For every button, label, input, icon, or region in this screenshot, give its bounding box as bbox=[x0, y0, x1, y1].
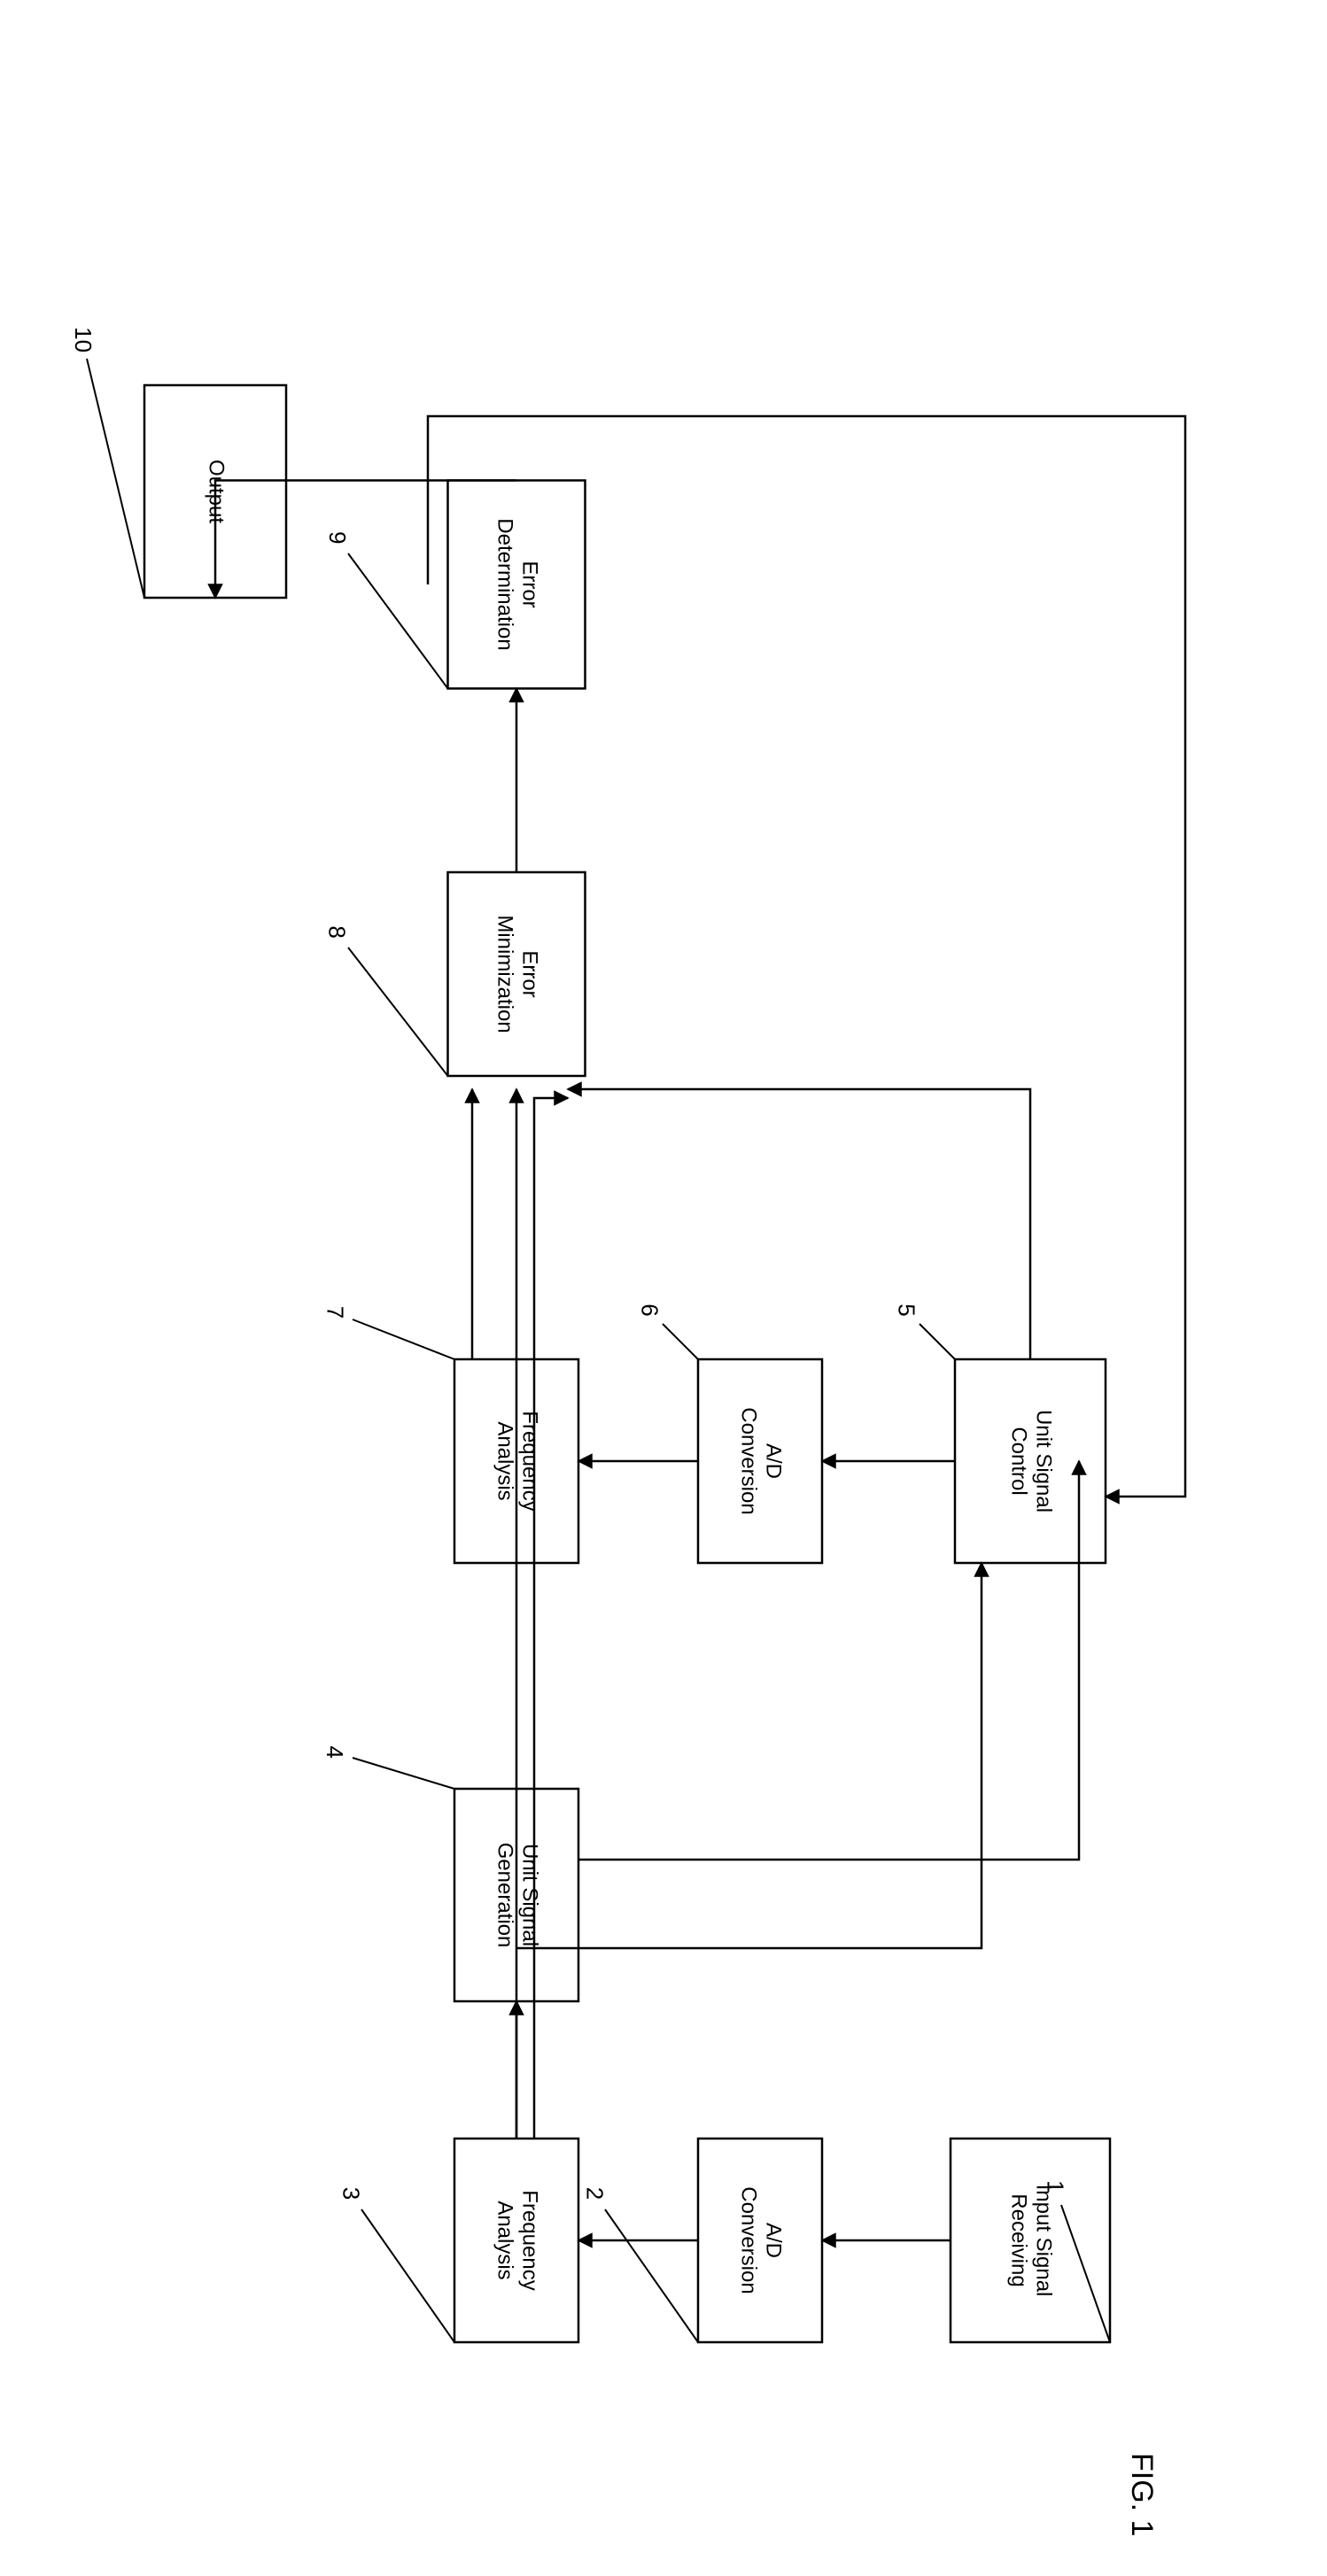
block-label: Analysis bbox=[493, 1421, 517, 1500]
ref-number: 10 bbox=[70, 327, 97, 352]
block-label: Receiving bbox=[1007, 2193, 1031, 2286]
ref-number: 8 bbox=[324, 925, 351, 938]
ref-number: 9 bbox=[324, 531, 351, 544]
block-label: Analysis bbox=[493, 2201, 517, 2279]
block-label: Unit Signal bbox=[518, 1844, 542, 1946]
ref-number: 4 bbox=[322, 1745, 348, 1758]
block-label: Error bbox=[518, 561, 542, 607]
block-n3: FrequencyAnalysis bbox=[454, 2139, 578, 2342]
block-label: Minimization bbox=[493, 915, 517, 1033]
block-label: Conversion bbox=[737, 2186, 761, 2294]
block-n6: A/DConversion bbox=[698, 1359, 822, 1563]
block-label: Generation bbox=[493, 1843, 517, 1948]
ref-number: 3 bbox=[338, 2187, 364, 2200]
block-n8: ErrorMinimization bbox=[448, 872, 586, 1076]
block-label: Control bbox=[1007, 1427, 1031, 1495]
block-label: Input Signal bbox=[1032, 2185, 1056, 2297]
block-label: A/D bbox=[762, 2223, 786, 2258]
block-n9: ErrorDetermination bbox=[448, 481, 586, 689]
ref-number: 2 bbox=[581, 2187, 608, 2200]
block-n5: Unit SignalControl bbox=[955, 1359, 1106, 1563]
block-label: Frequency bbox=[518, 2190, 542, 2290]
block-label: Conversion bbox=[737, 1407, 761, 1514]
figure-title: FIG. 1 bbox=[1125, 2453, 1159, 2536]
ref-number: 1 bbox=[1043, 2180, 1069, 2193]
block-n1: Input SignalReceiving bbox=[951, 2139, 1110, 2342]
ref-number: 6 bbox=[636, 1303, 663, 1316]
block-label: A/D bbox=[762, 1443, 786, 1479]
block-label: Error bbox=[518, 950, 542, 997]
ref-number: 7 bbox=[322, 1306, 349, 1319]
block-label: Determination bbox=[493, 518, 517, 650]
block-n2: A/DConversion bbox=[698, 2139, 822, 2342]
ref-number: 5 bbox=[893, 1303, 920, 1316]
block-label: Unit Signal bbox=[1032, 1410, 1056, 1512]
block-label: Frequency bbox=[518, 1411, 542, 1511]
